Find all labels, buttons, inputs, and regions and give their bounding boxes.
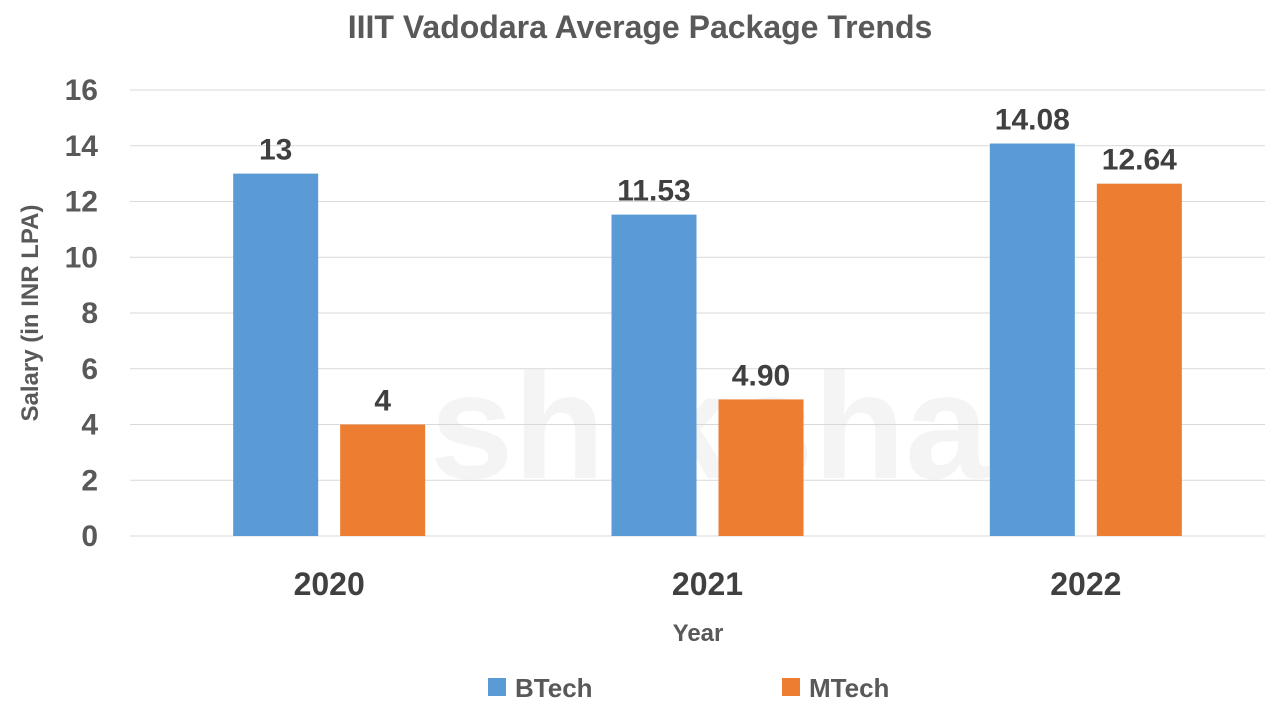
gridlines (130, 89, 1265, 537)
y-tick-label: 14 (65, 130, 99, 163)
y-axis-ticks: 0 2 4 6 8 10 12 14 16 (65, 74, 99, 553)
watermark-text: shiksha (430, 342, 990, 510)
legend: BTech MTech (488, 673, 889, 703)
x-tick-label: 2020 (294, 566, 365, 602)
legend-swatch-mtech (782, 678, 800, 696)
data-labels: 13 4 11.53 4.90 14.08 12.64 (259, 104, 1177, 418)
bar-mtech-2022 (1096, 183, 1182, 536)
x-tick-label: 2022 (1050, 566, 1121, 602)
bars (233, 143, 1182, 536)
y-tick-label: 12 (65, 186, 98, 219)
bar-mtech-2020 (340, 424, 426, 536)
y-tick-label: 6 (81, 353, 98, 386)
data-label: 14.08 (995, 104, 1070, 137)
y-tick-label: 16 (65, 74, 98, 107)
bar-mtech-2021 (718, 399, 804, 536)
chart-title: IIIT Vadodara Average Package Trends (348, 9, 933, 45)
x-tick-label: 2021 (672, 566, 743, 602)
y-tick-label: 8 (81, 297, 98, 330)
data-label: 4.90 (732, 359, 790, 392)
y-tick-label: 2 (81, 464, 98, 497)
data-label: 11.53 (617, 175, 690, 208)
y-tick-label: 4 (81, 409, 98, 442)
legend-swatch-btech (488, 678, 506, 696)
bar-btech-2021 (611, 214, 697, 536)
data-label: 4 (374, 385, 391, 418)
watermark: shiksha (430, 342, 990, 510)
x-axis-ticks: 2020 2021 2022 (294, 566, 1122, 602)
y-axis-label: Salary (in INR LPA) (17, 205, 44, 422)
data-label: 12.64 (1102, 144, 1177, 177)
y-tick-label: 10 (65, 241, 98, 274)
x-axis-label: Year (673, 620, 724, 647)
bar-btech-2022 (989, 143, 1075, 536)
legend-label-mtech: MTech (809, 673, 889, 703)
legend-label-btech: BTech (515, 673, 593, 703)
y-tick-label: 0 (81, 520, 98, 553)
bar-btech-2020 (233, 173, 319, 536)
data-label: 13 (259, 134, 292, 167)
